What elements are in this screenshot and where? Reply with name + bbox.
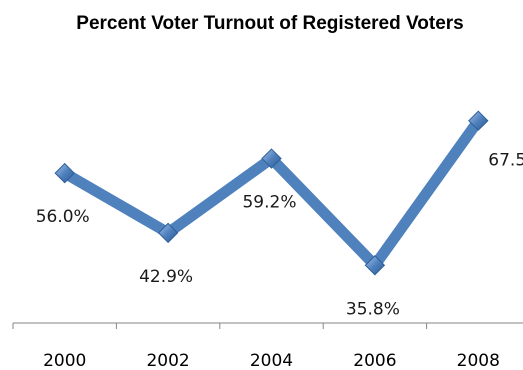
- data-point-marker: [261, 148, 282, 169]
- x-tick-label: 2006: [353, 351, 396, 370]
- data-label: 67.5%: [488, 151, 523, 171]
- data-label: 56.0%: [36, 207, 90, 227]
- x-tick-label: 2002: [146, 351, 189, 370]
- data-label: 35.8%: [346, 299, 400, 319]
- data-point-marker: [157, 222, 179, 244]
- x-tick-label: 2000: [43, 351, 86, 370]
- data-point-marker: [54, 162, 75, 184]
- data-point-marker: [468, 110, 489, 131]
- data-point-marker: [364, 255, 386, 276]
- data-label: 59.2%: [242, 193, 296, 213]
- x-tick-label: 2004: [250, 351, 293, 370]
- x-tick-label: 2008: [457, 351, 500, 370]
- data-label: 42.9%: [139, 267, 193, 287]
- chart-title: Percent Voter Turnout of Registered Vote…: [76, 13, 464, 34]
